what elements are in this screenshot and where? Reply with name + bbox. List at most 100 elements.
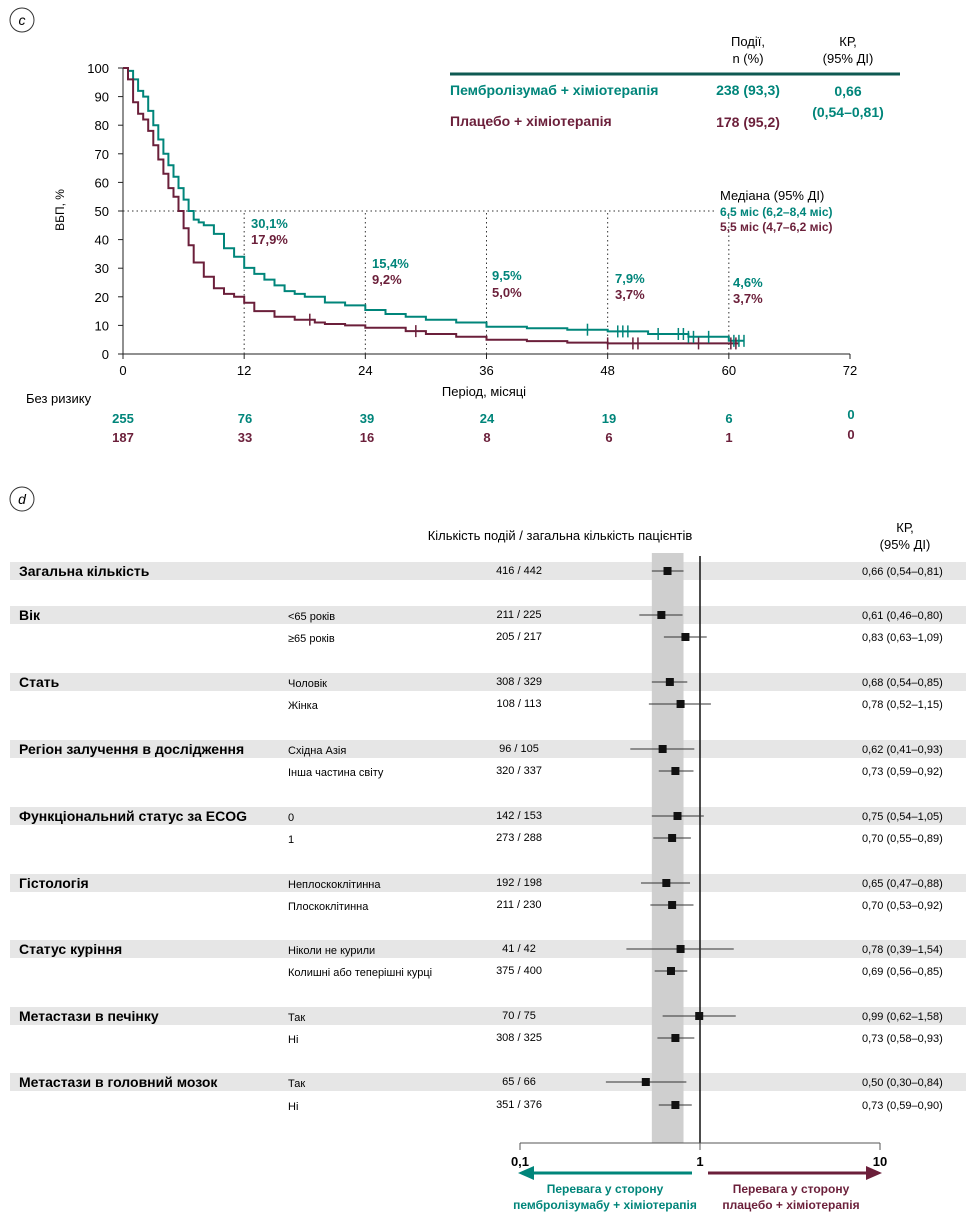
km-curve-pembro [123, 67, 744, 342]
hr-header-2: (95% ДІ) [823, 51, 874, 66]
forest-events-value: 192 / 198 [496, 877, 542, 889]
legend-pembro: Пембролізумаб + хіміотерапія [450, 82, 658, 98]
forest-group-label: Загальна кількість [19, 563, 150, 579]
forest-subgroup-label: Ні [288, 1034, 298, 1046]
landmark-pembro-label: 9,5% [492, 268, 522, 283]
km-x-tick-label: 0 [119, 363, 126, 378]
km-x-tick-label: 12 [237, 363, 251, 378]
forest-hr-text: 0,70 (0,53–0,92) [862, 900, 943, 912]
favor-left-1: Перевага у сторону [547, 1182, 664, 1196]
km-curve-placebo [123, 67, 739, 345]
forest-hr-text: 0,65 (0,47–0,88) [862, 878, 943, 890]
forest-hr-text: 0,78 (0,39–1,54) [862, 944, 943, 956]
forest-point-estimate [666, 967, 675, 975]
km-ylabel: ВБП, % [53, 189, 67, 231]
km-y-tick-label: 10 [95, 318, 109, 333]
forest-group-label: Функціональний статус за ECOG [19, 808, 247, 824]
forest-group-label: Гістологія [19, 875, 89, 891]
forest-group-label: Регіон залучення в дослідження [19, 741, 244, 757]
risk-pembro-value: 0 [847, 407, 854, 422]
km-y-tick-label: 70 [95, 147, 109, 162]
row-band [10, 740, 966, 758]
forest-point-estimate [695, 1012, 704, 1020]
risk-placebo-value: 8 [483, 430, 490, 445]
forest-group-label: Метастази в печінку [19, 1008, 159, 1024]
risk-placebo-value: 187 [112, 430, 134, 445]
forest-events-value: 142 / 153 [496, 810, 542, 822]
events-header-1: Події, [731, 34, 765, 49]
favor-left-2: пембролізумабу + хіміотерапія [513, 1198, 697, 1212]
landmark-pembro-label: 4,6% [733, 275, 763, 290]
km-y-tick-label: 0 [102, 347, 109, 362]
forest-point-estimate [671, 767, 680, 775]
forest-events-value: 65 / 66 [502, 1076, 536, 1088]
hr-header-1: КР, [839, 34, 856, 49]
forest-point-estimate [641, 1078, 650, 1086]
landmark-pembro-label: 30,1% [251, 216, 288, 231]
forest-subgroup-label: Чоловік [288, 678, 327, 690]
forest-subgroup-label: Інша частина світу [288, 767, 384, 779]
legend-pembro-events: 238 (93,3) [716, 82, 780, 98]
row-band [10, 1007, 966, 1025]
forest-group-label: Стать [19, 674, 60, 690]
km-xlabel: Період, місяці [442, 384, 526, 399]
forest-events-value: 96 / 105 [499, 743, 539, 755]
km-x-tick-label: 24 [358, 363, 372, 378]
km-y-tick-label: 30 [95, 261, 109, 276]
forest-point-estimate [662, 879, 671, 887]
legend-placebo-events: 178 (95,2) [716, 114, 780, 130]
landmark-placebo-label: 9,2% [372, 272, 402, 287]
risk-pembro-value: 76 [238, 411, 252, 426]
km-y-tick-label: 50 [95, 204, 109, 219]
km-y-tick-label: 20 [95, 290, 109, 305]
landmark-pembro-label: 15,4% [372, 256, 409, 271]
panel-c-label: c [19, 12, 26, 28]
forest-hr-text: 0,66 (0,54–0,81) [862, 566, 943, 578]
risk-table: 255 76 39 24 19 6 0 187 33 16 8 6 1 0 [112, 407, 854, 445]
forest-subgroup-label: Неплоскоклітинна [288, 879, 381, 891]
forest-subgroup-label: Східна Азія [288, 745, 346, 757]
forest-subgroup-label: Так [288, 1078, 305, 1090]
legend-placebo: Плацебо + хіміотерапія [450, 113, 612, 129]
km-y-tick-label: 40 [95, 233, 109, 248]
forest-point-estimate [663, 567, 672, 575]
forest-events-value: 320 / 337 [496, 765, 542, 777]
row-band [10, 606, 966, 624]
km-x-tick-label: 36 [479, 363, 493, 378]
favor-left-arrowhead [518, 1166, 534, 1180]
forest-subgroup-label: Так [288, 1012, 305, 1024]
forest-group-label: Статус куріння [19, 941, 122, 957]
row-band [10, 673, 966, 691]
forest-events-value: 41 / 42 [502, 943, 536, 955]
hr-value: 0,66 [834, 83, 861, 99]
forest-subgroup-label: Ніколи не курили [288, 945, 375, 957]
forest-events-value: 70 / 75 [502, 1010, 536, 1022]
forest-subgroup-label: <65 років [288, 611, 335, 623]
forest-hr-text: 0,75 (0,54–1,05) [862, 811, 943, 823]
forest-column-header: Кількість подій / загальна кількість пац… [428, 528, 693, 543]
forest-x-tick-label: 10 [873, 1154, 887, 1169]
km-y-tick-label: 60 [95, 175, 109, 190]
forest-subgroup-label: ≥65 років [288, 633, 335, 645]
landmark-placebo-label: 5,0% [492, 285, 522, 300]
forest-point-estimate [676, 700, 685, 708]
km-y-tick-label: 80 [95, 118, 109, 133]
forest-hr-header-1: КР, [896, 520, 913, 535]
risk-placebo-value: 0 [847, 427, 854, 442]
forest-events-value: 375 / 400 [496, 965, 542, 977]
forest-point-estimate [671, 1034, 680, 1042]
forest-subgroup-label: 0 [288, 812, 294, 824]
forest-point-estimate [681, 633, 690, 641]
panel-d: d Кількість подій / загальна кількість п… [9, 486, 966, 1212]
overall-ci-band [651, 553, 684, 1143]
favor-right-2: плацебо + хіміотерапія [722, 1198, 859, 1212]
forest-events-value: 351 / 376 [496, 1099, 542, 1111]
risk-placebo-value: 6 [605, 430, 612, 445]
forest-events-value: 273 / 288 [496, 832, 542, 844]
forest-subgroup-label: Жінка [288, 700, 319, 712]
forest-point-estimate [657, 611, 666, 619]
forest-events-value: 211 / 230 [496, 899, 541, 911]
forest-subgroup-label: 1 [288, 834, 294, 846]
km-x-tick-label: 48 [600, 363, 614, 378]
landmark-placebo-label: 17,9% [251, 232, 288, 247]
